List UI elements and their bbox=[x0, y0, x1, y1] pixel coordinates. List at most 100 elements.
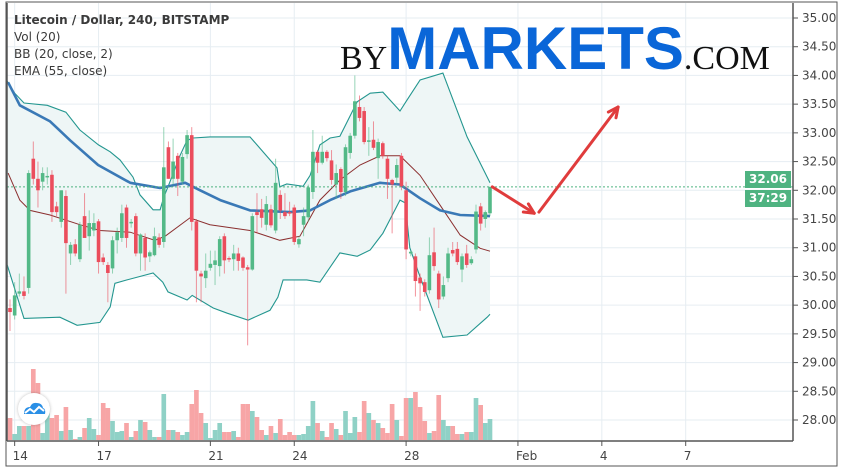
candle-body bbox=[301, 216, 306, 225]
candle-body bbox=[353, 101, 357, 136]
candle-body bbox=[343, 147, 348, 193]
volume-bar bbox=[263, 435, 269, 440]
price-tick-label: 29.00 bbox=[802, 356, 836, 370]
annotations bbox=[490, 105, 620, 215]
price-tick-label: 33.00 bbox=[802, 126, 836, 140]
volume-bar bbox=[152, 437, 157, 440]
legend-volume[interactable]: Vol (20) bbox=[14, 30, 61, 44]
candle-body bbox=[26, 173, 31, 288]
candle-body bbox=[469, 259, 474, 264]
bollinger-lower-line bbox=[6, 199, 491, 338]
volume-bar bbox=[399, 436, 404, 440]
last-price-label: 32.06 bbox=[745, 171, 791, 188]
candle-body bbox=[283, 212, 287, 217]
volume-bar bbox=[455, 434, 460, 440]
volume-bar bbox=[436, 395, 442, 440]
candle-body bbox=[120, 213, 124, 238]
volume-bar bbox=[347, 433, 353, 440]
volume-bar bbox=[375, 423, 381, 440]
volume-bar bbox=[245, 404, 250, 440]
logo-by: BY bbox=[340, 40, 388, 77]
candle-body bbox=[152, 236, 157, 256]
volume-bar bbox=[371, 420, 376, 440]
candle-body bbox=[427, 255, 432, 291]
volume-bar bbox=[91, 429, 97, 440]
volume-bar bbox=[119, 431, 125, 440]
candle-body bbox=[73, 244, 78, 254]
volume-bar bbox=[473, 398, 479, 440]
candle-body bbox=[213, 260, 217, 265]
volume-bar bbox=[422, 421, 428, 440]
volume-bar bbox=[366, 413, 372, 440]
indicator-lines bbox=[6, 81, 793, 252]
volume-bar bbox=[54, 415, 59, 440]
candle-body bbox=[138, 234, 143, 254]
candle-body bbox=[87, 223, 92, 237]
volume-bar bbox=[315, 423, 320, 440]
candle-body bbox=[171, 161, 175, 179]
candle-body bbox=[325, 151, 329, 159]
candle-body bbox=[404, 190, 408, 250]
price-tick-label: 32.00 bbox=[802, 183, 836, 197]
candle-body bbox=[292, 207, 297, 242]
volume-bar bbox=[96, 435, 101, 440]
candle-body bbox=[110, 240, 115, 269]
volume-bar bbox=[161, 394, 167, 440]
volume-bar bbox=[44, 405, 50, 440]
candle-body bbox=[381, 143, 385, 156]
candle-body bbox=[441, 285, 446, 297]
volume-bar bbox=[310, 401, 316, 440]
volume-bar bbox=[114, 432, 120, 440]
candle-body bbox=[92, 223, 96, 231]
candle-body bbox=[129, 221, 133, 224]
candle-body bbox=[96, 221, 101, 263]
candle-body bbox=[315, 151, 320, 163]
bollinger-upper-line bbox=[6, 72, 491, 211]
volume-bar bbox=[450, 426, 456, 440]
price-tick-label: 28.00 bbox=[802, 413, 836, 427]
candle-body bbox=[264, 204, 269, 225]
candle-body bbox=[436, 273, 441, 300]
volume-bar bbox=[287, 432, 292, 440]
volume-bar bbox=[427, 433, 432, 440]
candle-body bbox=[12, 295, 17, 316]
volume-bar bbox=[380, 428, 386, 440]
price-tick-label: 34.50 bbox=[802, 40, 836, 54]
volume-bar bbox=[194, 390, 199, 440]
candle-body bbox=[45, 175, 50, 178]
candle-body bbox=[408, 251, 413, 254]
cloud-chart-logo-icon[interactable] bbox=[18, 393, 50, 425]
volume-bar bbox=[105, 408, 111, 440]
volume-bar bbox=[128, 437, 134, 440]
candle-body bbox=[59, 190, 64, 222]
candle-body bbox=[124, 207, 129, 238]
candle-body bbox=[334, 173, 338, 185]
candle-body bbox=[455, 248, 460, 263]
volume-bar bbox=[63, 407, 69, 440]
volume-bar bbox=[170, 430, 176, 440]
symbol-title[interactable]: Litecoin / Dollar, 240, BITSTAMP bbox=[14, 13, 230, 27]
volume-bar bbox=[208, 438, 213, 440]
candle-body bbox=[255, 212, 259, 215]
candle-body bbox=[245, 267, 250, 270]
time-tick-label: 4 bbox=[600, 449, 608, 463]
volume-bar bbox=[282, 435, 288, 440]
volume-bar bbox=[343, 411, 348, 440]
candle-body bbox=[259, 209, 264, 218]
legend-bollinger[interactable]: BB (20, close, 2) bbox=[14, 47, 113, 61]
candle-body bbox=[385, 158, 390, 179]
candle-body bbox=[371, 139, 376, 148]
time-tick-label: 14 bbox=[13, 449, 28, 463]
time-tick-label: 7 bbox=[684, 449, 692, 463]
volume-bar bbox=[212, 430, 218, 440]
candle-body bbox=[115, 232, 119, 241]
volume-bar bbox=[189, 404, 195, 440]
axes: 35.00 34.50 34.00 33.50 33.00 32.50 32.00 31.50… bbox=[6, 3, 836, 463]
legend-ema[interactable]: EMA (55, close) bbox=[14, 64, 108, 78]
volume-bar bbox=[58, 431, 64, 440]
volume-bar bbox=[329, 423, 334, 440]
volume-bar bbox=[324, 437, 330, 440]
candle-body bbox=[227, 258, 231, 260]
price-tick-label: 34.00 bbox=[802, 68, 836, 82]
